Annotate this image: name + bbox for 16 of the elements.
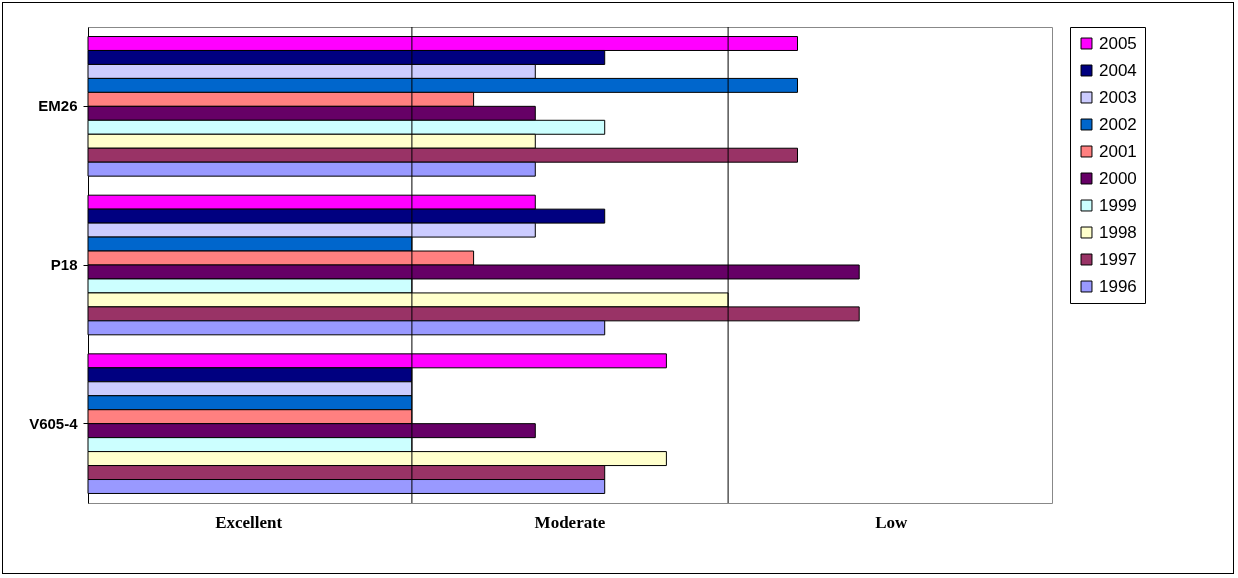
text: Excellent bbox=[215, 513, 283, 532]
legend-label: 1997 bbox=[1099, 249, 1137, 269]
legend-label: 2004 bbox=[1099, 60, 1137, 80]
y-tick-label: V605-4 bbox=[29, 414, 79, 432]
text: Moderate bbox=[534, 513, 606, 532]
legend-label: 2000 bbox=[1099, 168, 1137, 188]
text: Low bbox=[875, 513, 909, 532]
legend-label: 1999 bbox=[1099, 195, 1137, 215]
y-tick-label: P18 bbox=[50, 256, 78, 273]
legend-label: 1998 bbox=[1099, 222, 1137, 242]
legend-label: 2002 bbox=[1099, 114, 1137, 134]
legend-label: 2005 bbox=[1099, 33, 1137, 53]
legend-label: 2003 bbox=[1099, 87, 1137, 107]
legend-label: 1996 bbox=[1099, 276, 1137, 296]
y-tick-label: EM26 bbox=[38, 97, 78, 115]
legend-label: 2001 bbox=[1099, 141, 1137, 161]
